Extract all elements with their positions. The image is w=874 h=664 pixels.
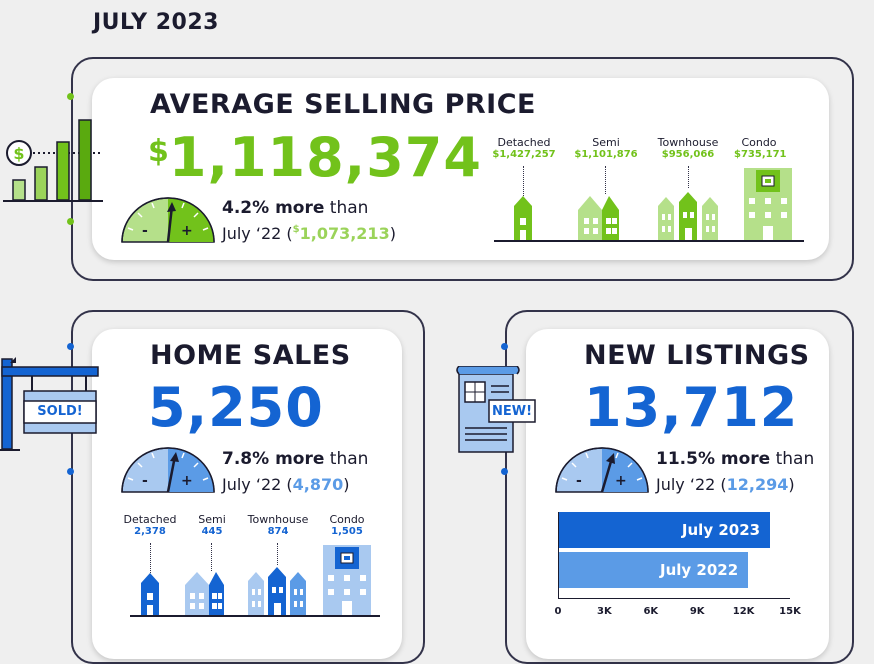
- asp-gauge-icon: [120, 196, 216, 244]
- asp-title: AVERAGE SELLING PRICE: [150, 89, 536, 120]
- type-label: Townhouse: [657, 136, 719, 149]
- type-label: Semi: [198, 513, 226, 526]
- asp-value: $1,118,374: [148, 126, 482, 189]
- sales-type-condo: Condo 1,505: [322, 513, 372, 537]
- sales-prev-prefix: July ‘22 (: [222, 475, 293, 494]
- listings-gauge-plus: +: [615, 473, 627, 489]
- asp-type-semi: Semi $1,101,876: [572, 136, 640, 160]
- chart-ticks: 0 3K 6K 9K 12K 15K: [554, 606, 801, 620]
- listings-than: than: [770, 449, 815, 469]
- sales-prev-value: 4,870: [292, 475, 344, 494]
- asp-connector-dot-bottom: [67, 218, 74, 225]
- chart-bar-july-2022: July 2022: [558, 552, 749, 588]
- sales-houses-illustration: [130, 545, 380, 617]
- sales-title: HOME SALES: [150, 340, 351, 371]
- sales-connector-dot-bottom: [67, 468, 74, 475]
- sales-type-semi: Semi 445: [186, 513, 238, 537]
- chart-y-axis-line: [558, 512, 559, 598]
- sales-gauge-icon: [120, 446, 216, 494]
- asp-prev-currency: $: [292, 224, 300, 235]
- asp-pointer-line: [688, 166, 689, 188]
- listings-card: [526, 329, 829, 659]
- asp-type-detached: Detached $1,427,257: [490, 136, 558, 160]
- chart-tick-label: 3K: [597, 606, 612, 617]
- type-label: Detached: [497, 136, 551, 149]
- listings-connector-dot-bottom: [501, 468, 508, 475]
- asp-prev-value: 1,073,213: [299, 224, 390, 243]
- type-value: 874: [267, 526, 289, 537]
- type-label: Condo: [741, 136, 777, 149]
- type-label: Detached: [123, 513, 177, 526]
- asp-connector-dot-top: [67, 93, 74, 100]
- sales-pct: 7.8% more: [222, 449, 325, 469]
- price-growth-bar-icon: $: [0, 112, 110, 204]
- type-value: $1,101,876: [574, 149, 638, 160]
- new-listing-document-icon: [455, 365, 543, 456]
- sales-comparison-pct: 7.8% more than: [222, 449, 368, 469]
- sales-gauge-minus: -: [142, 473, 148, 489]
- listings-bar-chart: July 2023 July 2022 0 3K 6K 9K 12K 15K: [554, 512, 801, 620]
- listings-pct: 11.5% more: [656, 449, 771, 469]
- type-value: 2,378: [134, 526, 166, 537]
- sales-pointer-line: [211, 543, 212, 571]
- sales-value: 5,250: [148, 376, 324, 439]
- listings-comparison-prev: July ‘22 (12,294): [656, 475, 795, 494]
- asp-currency: $: [148, 134, 169, 169]
- sales-prev-suffix: ): [343, 475, 350, 494]
- asp-pointer-line: [523, 166, 524, 204]
- sales-type-detached: Detached 2,378: [116, 513, 184, 537]
- asp-than: than: [324, 198, 369, 218]
- listings-prev-suffix: ): [788, 475, 795, 494]
- sales-gauge-plus: +: [181, 473, 193, 489]
- type-value: $956,066: [661, 149, 715, 160]
- asp-pct: 4.2% more: [222, 198, 325, 218]
- svg-text:$: $: [13, 144, 24, 163]
- page-title: JULY 2023: [93, 10, 219, 35]
- listings-comparison-pct: 11.5% more than: [656, 449, 814, 469]
- asp-frame: [71, 57, 854, 281]
- asp-comparison-pct: 4.2% more than: [222, 198, 368, 218]
- chart-bar-july-2023: July 2023: [558, 512, 771, 548]
- asp-type-condo: Condo $735,171: [734, 136, 787, 160]
- sales-than: than: [324, 449, 369, 469]
- type-label: Condo: [329, 513, 365, 526]
- sales-connector-dot-top: [67, 343, 74, 350]
- chart-tick-label: 6K: [643, 606, 659, 617]
- asp-pointer-line: [605, 166, 606, 194]
- listings-value: 13,712: [584, 376, 799, 439]
- type-value: 1,505: [331, 526, 363, 537]
- chart-bars: July 2023 July 2022: [558, 512, 790, 592]
- sales-comparison-prev: July ‘22 (4,870): [222, 475, 350, 494]
- chart-tick-label: 0: [554, 606, 562, 617]
- chart-tick-label: 12K: [732, 606, 755, 617]
- asp-prev-prefix: July ‘22 (: [222, 224, 293, 243]
- asp-gauge-plus: +: [181, 223, 193, 239]
- chart-tick-label: 15K: [779, 606, 801, 617]
- sales-type-townhouse: Townhouse 874: [242, 513, 314, 537]
- sold-sign-text: SOLD!: [37, 404, 83, 419]
- new-badge: NEW!: [491, 404, 533, 419]
- type-label: Townhouse: [247, 513, 309, 526]
- sales-pointer-line: [277, 543, 278, 565]
- asp-type-townhouse: Townhouse $956,066: [652, 136, 724, 160]
- listings-title: NEW LISTINGS: [584, 340, 810, 371]
- chart-tick-label: 9K: [689, 606, 705, 617]
- sales-pointer-line: [150, 543, 151, 581]
- listings-prev-value: 12,294: [726, 475, 789, 494]
- asp-gauge-minus: -: [142, 223, 148, 239]
- asp-houses-illustration: [494, 168, 804, 242]
- asp-number: 1,118,374: [168, 126, 482, 189]
- listings-gauge-icon: [554, 446, 650, 494]
- type-value: $1,427,257: [492, 149, 556, 160]
- sold-sign-icon: [0, 355, 100, 451]
- type-value: 445: [201, 526, 223, 537]
- type-label: Semi: [592, 136, 620, 149]
- asp-prev-suffix: ): [389, 224, 396, 243]
- listings-prev-prefix: July ‘22 (: [656, 475, 727, 494]
- chart-axis-line: [558, 598, 790, 599]
- listings-gauge-minus: -: [576, 473, 582, 489]
- asp-comparison-prev: July ‘22 ($1,073,213): [222, 224, 396, 243]
- type-value: $735,171: [734, 149, 787, 160]
- listings-connector-dot-top: [501, 343, 508, 350]
